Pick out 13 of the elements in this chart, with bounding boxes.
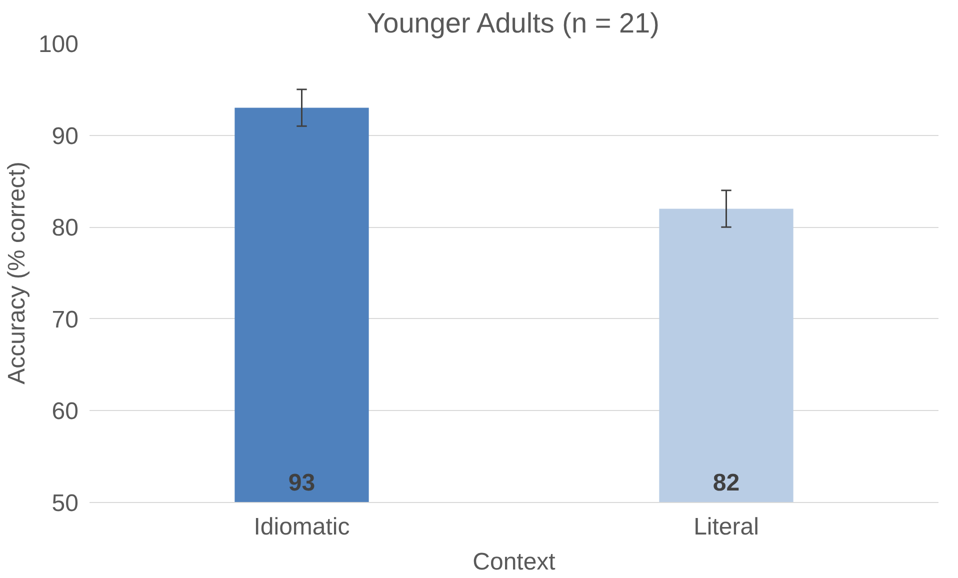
y-tick-label: 70 [52,306,79,334]
x-axis-title: Context [472,548,556,576]
x-tick-label: Literal [694,514,759,540]
y-tick-label: 50 [52,490,79,517]
y-tick-label: 100 [38,31,79,58]
y-tick-label: 80 [52,214,79,242]
y-axis-title: Accuracy (% correct) [3,162,30,384]
y-tick-label: 60 [52,398,79,426]
data-label: 93 [288,470,316,496]
chart-title: Younger Adults (n = 21) [367,8,660,38]
data-label: 82 [712,470,740,496]
x-tick-label: Idiomatic [254,514,350,540]
y-tick-label: 90 [52,122,79,150]
